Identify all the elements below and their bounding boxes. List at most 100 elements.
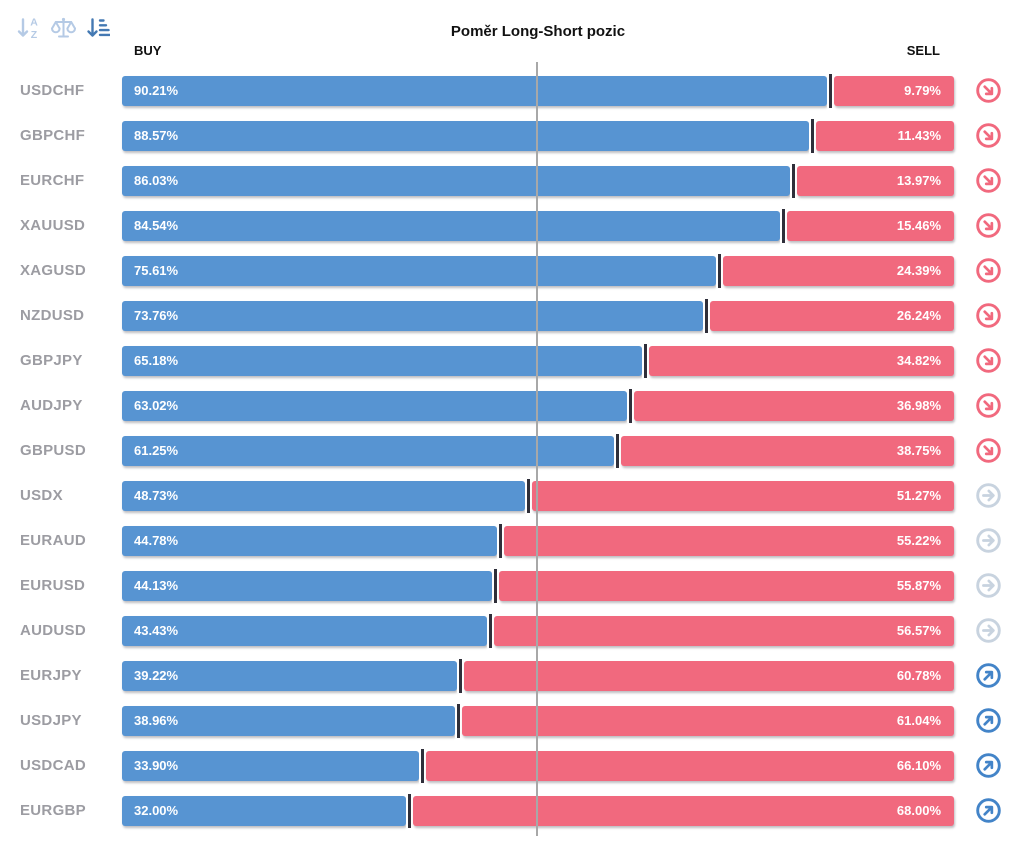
chart-header: Poměr Long-Short pozic xyxy=(0,0,1023,41)
buy-bar: 44.78% xyxy=(122,525,497,556)
bar-divider xyxy=(790,163,798,198)
arrow-up-right-circle-icon[interactable] xyxy=(954,707,1023,734)
sell-bar: 61.04% xyxy=(462,705,954,736)
sell-bar: 36.98% xyxy=(633,390,954,421)
sort-by-value-icon xyxy=(87,18,110,37)
sell-bar: 66.10% xyxy=(426,750,954,781)
balance-scale-button[interactable] xyxy=(50,16,77,40)
table-row: AUDUSD 43.43% 56.57% xyxy=(0,608,1023,653)
bar-divider xyxy=(716,253,724,288)
table-row: GBPJPY 65.18% 34.82% xyxy=(0,338,1023,383)
table-row: XAGUSD 75.61% 24.39% xyxy=(0,248,1023,293)
bar-divider xyxy=(626,388,634,423)
arrow-up-right-circle-icon[interactable] xyxy=(954,662,1023,689)
buy-bar: 75.61% xyxy=(122,255,717,286)
column-headers: BUY SELL xyxy=(0,43,1023,61)
arrow-down-right-circle-icon[interactable] xyxy=(954,302,1023,329)
symbol-label: GBPJPY xyxy=(20,352,83,369)
arrow-down-right-circle-icon[interactable] xyxy=(954,167,1023,194)
arrow-right-circle-icon[interactable] xyxy=(954,617,1023,644)
sell-percent: 26.24% xyxy=(896,307,941,323)
rows: USDCHF 90.21% 9.79% GBPCHF 88.57% 11.43%… xyxy=(0,62,1023,836)
buy-percent: 61.25% xyxy=(134,442,179,458)
sell-percent: 13.97% xyxy=(896,172,941,188)
sell-bar: 13.97% xyxy=(797,165,954,196)
symbol-label: USDCAD xyxy=(20,757,86,774)
symbol-label: EURUSD xyxy=(20,577,86,594)
ratio-bar: 33.90% 66.10% xyxy=(122,748,954,783)
ratio-bar: 44.13% 55.87% xyxy=(122,568,954,603)
table-row: NZDUSD 73.76% 26.24% xyxy=(0,293,1023,338)
buy-percent: 86.03% xyxy=(134,172,179,188)
arrow-down-right-circle-icon[interactable] xyxy=(954,392,1023,419)
sort-alphabetical-button[interactable]: A Z xyxy=(16,16,41,40)
symbol-label: XAGUSD xyxy=(20,262,86,279)
arrow-right-circle-icon[interactable] xyxy=(954,527,1023,554)
table-row: EURAUD 44.78% 55.22% xyxy=(0,518,1023,563)
arrow-up-right-circle-icon[interactable] xyxy=(954,797,1023,824)
buy-bar: 38.96% xyxy=(122,705,456,736)
buy-percent: 38.96% xyxy=(134,712,179,728)
buy-bar: 63.02% xyxy=(122,390,627,421)
table-row: USDCHF 90.21% 9.79% xyxy=(0,68,1023,113)
buy-bar: 44.13% xyxy=(122,570,493,601)
buy-percent: 63.02% xyxy=(134,397,179,413)
table-row: EURJPY 39.22% 60.78% xyxy=(0,653,1023,698)
sort-by-value-button[interactable] xyxy=(86,16,110,40)
table-row: USDJPY 38.96% 61.04% xyxy=(0,698,1023,743)
bar-divider xyxy=(642,343,650,378)
bar-divider xyxy=(524,478,532,513)
table-row: GBPCHF 88.57% 11.43% xyxy=(0,113,1023,158)
buy-bar: 48.73% xyxy=(122,480,525,511)
buy-percent: 39.22% xyxy=(134,667,179,683)
sell-percent: 61.04% xyxy=(896,712,941,728)
toolbar: A Z xyxy=(16,16,110,40)
symbol-label: EURGBP xyxy=(20,802,86,819)
arrow-up-right-circle-icon[interactable] xyxy=(954,752,1023,779)
arrow-down-right-circle-icon[interactable] xyxy=(954,77,1023,104)
arrow-down-right-circle-icon[interactable] xyxy=(954,347,1023,374)
sell-bar: 60.78% xyxy=(464,660,954,691)
arrow-right-circle-icon[interactable] xyxy=(954,482,1023,509)
table-row: USDX 48.73% 51.27% xyxy=(0,473,1023,518)
ratio-bar: 61.25% 38.75% xyxy=(122,433,954,468)
sell-bar: 55.22% xyxy=(503,525,954,556)
table-row: GBPUSD 61.25% 38.75% xyxy=(0,428,1023,473)
buy-bar: 86.03% xyxy=(122,165,791,196)
buy-percent: 33.90% xyxy=(134,757,179,773)
sell-column-header: SELL xyxy=(906,43,940,58)
sell-bar: 56.57% xyxy=(494,615,954,646)
buy-percent: 84.54% xyxy=(134,217,179,233)
arrow-down-right-circle-icon[interactable] xyxy=(954,437,1023,464)
sell-bar: 9.79% xyxy=(833,75,954,106)
symbol-label: GBPUSD xyxy=(20,442,86,459)
sell-percent: 51.27% xyxy=(896,487,941,503)
bar-divider xyxy=(779,208,787,243)
sell-bar: 15.46% xyxy=(786,210,954,241)
buy-bar: 84.54% xyxy=(122,210,780,241)
buy-percent: 75.61% xyxy=(134,262,179,278)
buy-percent: 90.21% xyxy=(134,82,179,98)
buy-bar: 32.00% xyxy=(122,795,406,826)
arrow-down-right-circle-icon[interactable] xyxy=(954,212,1023,239)
symbol-label: XAUUSD xyxy=(20,217,86,234)
sell-bar: 26.24% xyxy=(710,300,954,331)
symbol-label: AUDUSD xyxy=(20,622,86,639)
arrow-down-right-circle-icon[interactable] xyxy=(954,257,1023,284)
sell-percent: 9.79% xyxy=(904,82,941,98)
arrow-down-right-circle-icon[interactable] xyxy=(954,122,1023,149)
sort-alphabetical-icon: A Z xyxy=(17,17,38,40)
symbol-label: USDCHF xyxy=(20,82,85,99)
ratio-bar: 63.02% 36.98% xyxy=(122,388,954,423)
table-row: EURUSD 44.13% 55.87% xyxy=(0,563,1023,608)
ratio-chart: USDCHF 90.21% 9.79% GBPCHF 88.57% 11.43%… xyxy=(0,62,1023,836)
ratio-bar: 73.76% 26.24% xyxy=(122,298,954,333)
buy-bar: 88.57% xyxy=(122,120,810,151)
sell-percent: 24.39% xyxy=(896,262,941,278)
arrow-right-circle-icon[interactable] xyxy=(954,572,1023,599)
sell-percent: 66.10% xyxy=(896,757,941,773)
sell-bar: 51.27% xyxy=(531,480,954,511)
symbol-label: GBPCHF xyxy=(20,127,86,144)
sell-bar: 34.82% xyxy=(649,345,954,376)
